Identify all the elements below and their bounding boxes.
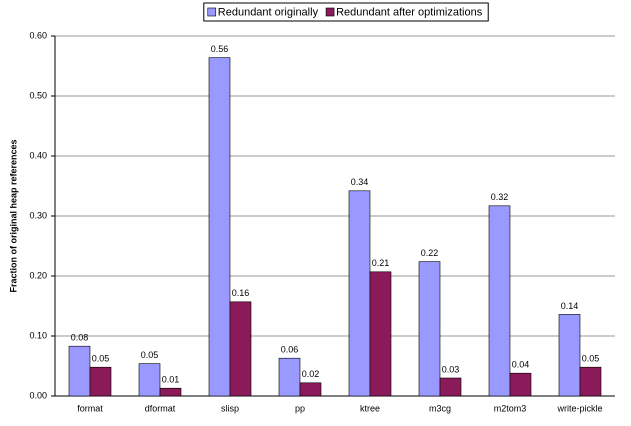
value-label: 0.05 bbox=[141, 350, 159, 360]
x-tick-label: dformat bbox=[145, 403, 176, 413]
y-tick-label: 0.50 bbox=[29, 90, 47, 100]
x-tick-label: format bbox=[77, 403, 103, 413]
bar bbox=[369, 271, 392, 397]
value-label: 0.16 bbox=[232, 288, 250, 298]
legend-box bbox=[203, 2, 489, 22]
bar bbox=[439, 377, 462, 397]
bar bbox=[418, 261, 441, 397]
value-label: 0.34 bbox=[351, 177, 369, 187]
value-label: 0.32 bbox=[491, 192, 509, 202]
bar bbox=[208, 57, 231, 397]
value-label: 0.05 bbox=[92, 354, 110, 364]
legend-label: Redundant originally bbox=[218, 6, 319, 18]
bar bbox=[299, 382, 322, 397]
x-tick-label: m3cg bbox=[429, 403, 451, 413]
value-label: 0.03 bbox=[442, 364, 460, 374]
bar bbox=[89, 366, 112, 397]
value-label: 0.05 bbox=[582, 354, 600, 364]
bar bbox=[278, 357, 301, 397]
value-label: 0.04 bbox=[512, 360, 530, 370]
legend-swatch bbox=[207, 7, 217, 17]
bar bbox=[159, 387, 182, 397]
y-tick-label: 0.20 bbox=[29, 270, 47, 280]
value-label: 0.56 bbox=[211, 44, 229, 54]
x-tick-label: write-pickle bbox=[556, 403, 602, 413]
y-tick-label: 0.60 bbox=[29, 30, 47, 40]
legend-label: Redundant after optimizations bbox=[336, 6, 483, 18]
bar bbox=[68, 345, 91, 397]
value-label: 0.06 bbox=[281, 345, 299, 355]
value-label: 0.21 bbox=[372, 258, 390, 268]
value-label: 0.22 bbox=[421, 248, 439, 258]
bar bbox=[229, 301, 252, 397]
legend-swatch bbox=[325, 7, 335, 17]
bar bbox=[488, 205, 511, 397]
bar bbox=[558, 314, 581, 397]
bar bbox=[348, 190, 371, 397]
value-label: 0.14 bbox=[561, 301, 579, 311]
bar bbox=[579, 366, 602, 397]
legend: Redundant originally Redundant after opti… bbox=[203, 2, 489, 22]
y-tick-label: 0.40 bbox=[29, 150, 47, 160]
x-tick-label: m2tom3 bbox=[494, 403, 527, 413]
value-label: 0.02 bbox=[302, 369, 320, 379]
x-tick-label: ktree bbox=[360, 403, 380, 413]
value-label: 0.01 bbox=[162, 375, 180, 385]
x-tick-label: pp bbox=[295, 403, 305, 413]
value-label: 0.08 bbox=[71, 333, 89, 343]
bar bbox=[138, 363, 161, 397]
x-tick-label: slisp bbox=[221, 403, 239, 413]
y-tick-label: 0.00 bbox=[29, 390, 47, 400]
y-tick-label: 0.30 bbox=[29, 210, 47, 220]
bar bbox=[509, 372, 532, 397]
y-tick-label: 0.10 bbox=[29, 330, 47, 340]
y-axis-label: Fraction of original heap references bbox=[8, 139, 18, 292]
